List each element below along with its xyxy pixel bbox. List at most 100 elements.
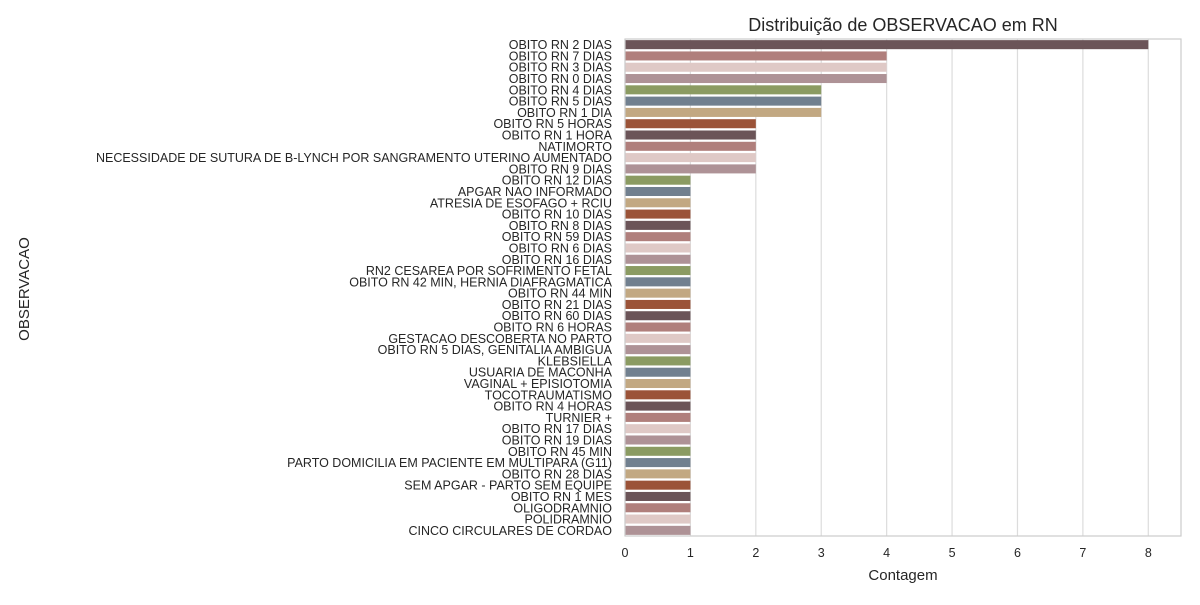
bar (625, 412, 691, 422)
category-label: APGAR NAO INFORMADO (458, 185, 612, 199)
category-label: OBITO RN 7 DIAS (509, 49, 612, 63)
category-label: OLIGODRAMNIO (513, 501, 612, 515)
category-label: OBITO RN 16 DIAS (502, 253, 612, 267)
category-label: OBITO RN 8 DIAS (509, 219, 612, 233)
bar (625, 62, 887, 72)
category-label: OBITO RN 5 HORAS (493, 117, 612, 131)
category-label: NECESSIDADE DE SUTURA DE B-LYNCH POR SAN… (96, 151, 612, 165)
category-label: CINCO CIRCULARES DE CORDAO (409, 524, 613, 538)
bar (625, 378, 691, 389)
bar (625, 356, 691, 366)
category-label: OBITO RN 5 DIAS (509, 95, 612, 109)
bar (625, 130, 756, 140)
bar (625, 525, 691, 535)
x-tick-label: 6 (1014, 546, 1021, 560)
category-label: OBITO RN 9 DIAS (509, 162, 612, 176)
bar (625, 491, 691, 501)
bar (625, 367, 691, 377)
category-label: OBITO RN 5 DIAS, GENITALIA AMBIGUA (378, 343, 613, 357)
category-label: OBITO RN 60 DIAS (502, 309, 612, 323)
category-label: OBITO RN 59 DIAS (502, 230, 612, 244)
bar (625, 446, 691, 456)
category-label: OBITO RN 19 DIAS (502, 433, 612, 447)
category-label: OBITO RN 45 MIN (508, 445, 612, 459)
bar (625, 51, 887, 61)
category-label: VAGINAL + EPISIOTOMIA (464, 377, 613, 391)
bar (625, 119, 756, 129)
category-label: GESTACAO DESCOBERTA NO PARTO (388, 332, 612, 346)
bar (625, 514, 691, 524)
x-tick-label: 2 (752, 546, 759, 560)
bar (625, 153, 756, 163)
bar (625, 469, 691, 479)
category-label: ATRESIA DE ESOFAGO + RCIU (430, 196, 612, 210)
category-label: OBITO RN 44 MIN (508, 287, 612, 301)
category-label: OBITO RN 17 DIAS (502, 422, 612, 436)
bar (625, 299, 691, 309)
bar (625, 277, 691, 287)
bar (625, 74, 887, 84)
category-label: OBITO RN 1 MES (511, 490, 612, 504)
chart-title: Distribuição de OBSERVACAO em RN (748, 15, 1057, 35)
category-label: OBITO RN 1 HORA (502, 129, 613, 143)
bar (625, 141, 756, 151)
category-label: OBITO RN 10 DIAS (502, 208, 612, 222)
category-label: RN2 CESAREA POR SOFRIMENTO FETAL (366, 264, 612, 278)
bar (625, 107, 822, 117)
category-label: OBITO RN 12 DIAS (502, 174, 612, 188)
category-label: OBITO RN 4 HORAS (493, 400, 612, 414)
bar (625, 424, 691, 434)
category-label: POLIDRAMNIO (524, 513, 612, 527)
category-label: OBITO RN 28 DIAS (502, 467, 612, 481)
bar (625, 333, 691, 343)
category-label: OBITO RN 42 MIN, HERNIA DIAFRAGMATICA (349, 275, 612, 289)
category-label: OBITO RN 6 HORAS (493, 321, 612, 335)
bar (625, 85, 822, 95)
bar (625, 243, 691, 253)
x-axis-title: Contagem (868, 567, 937, 584)
bar (625, 164, 756, 174)
category-label: KLEBSIELLA (538, 354, 613, 368)
bar (625, 390, 691, 400)
category-label: USUARIA DE MACONHA (469, 366, 613, 380)
category-label: SEM APGAR - PARTO SEM EQUIPE (404, 479, 612, 493)
plot-border (624, 38, 1182, 537)
category-label: OBITO RN 0 DIAS (509, 72, 612, 86)
x-tick-labels: 0 1 2 3 4 5 6 7 8 (622, 546, 1152, 560)
bar (625, 322, 691, 332)
category-label: OBITO RN 4 DIAS (509, 83, 612, 97)
y-axis-title: OBSERVACAO (16, 237, 33, 341)
bar (625, 435, 691, 445)
x-tick-label: 8 (1145, 546, 1152, 560)
x-tick-label: 5 (949, 546, 956, 560)
bar (625, 254, 691, 264)
bar (625, 311, 691, 321)
category-label: TOCOTRAUMATISMO (485, 388, 613, 402)
bar (625, 503, 691, 513)
category-label: OBITO RN 2 DIAS (509, 38, 612, 52)
category-label: OBITO RN 3 DIAS (509, 61, 612, 75)
bar (625, 40, 1149, 50)
bar (625, 458, 691, 468)
x-tick-label: 1 (687, 546, 694, 560)
category-label: OBITO RN 6 DIAS (509, 241, 612, 255)
bar (625, 186, 691, 197)
bar (625, 220, 691, 230)
bars (625, 40, 1149, 535)
category-label: OBITO RN 1 DIA (517, 106, 613, 120)
bar (625, 345, 691, 355)
bar (625, 175, 691, 185)
category-label: OBITO RN 21 DIAS (502, 298, 612, 312)
bar (625, 232, 691, 242)
x-tick-label: 0 (622, 546, 629, 560)
bar (625, 96, 822, 106)
category-label: NATIMORTO (538, 140, 612, 154)
x-tick-label: 4 (883, 546, 890, 560)
plot-frame (624, 38, 1182, 537)
x-tick-label: 7 (1079, 546, 1086, 560)
bar (625, 198, 691, 208)
